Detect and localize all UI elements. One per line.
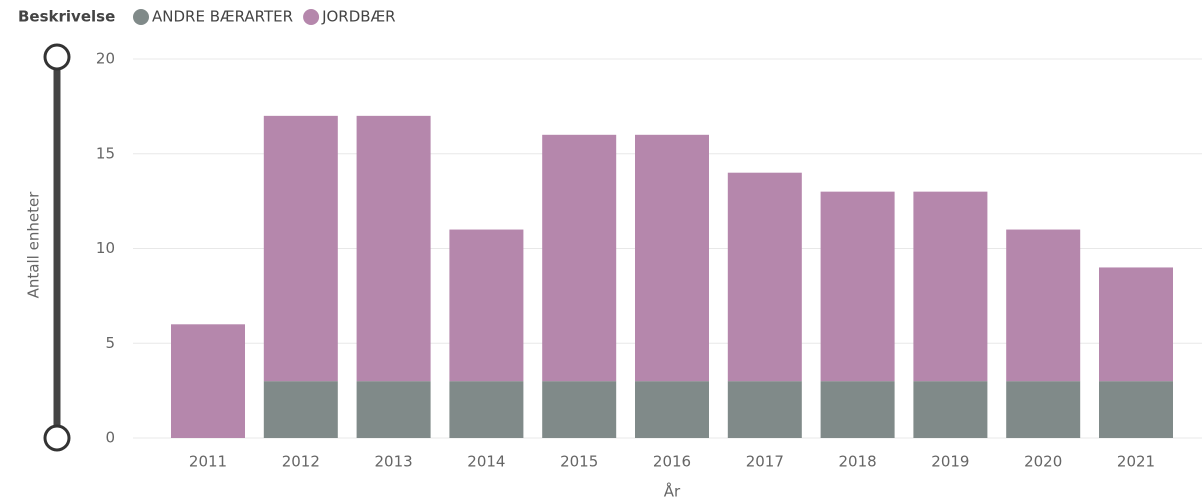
bar-segment [820,381,895,438]
legend-swatch [303,9,320,25]
x-tick-label: 2011 [189,453,227,471]
bar-segment [1099,267,1173,382]
bar-segment [542,134,617,382]
y-tick-label: 15 [96,144,115,162]
x-axis-title: År [664,482,681,501]
bar-segment [449,229,524,382]
bar-segment [913,191,988,382]
bar-segment [356,381,431,438]
bar-segment [542,381,617,438]
x-tick-label: 2020 [1024,453,1062,471]
x-tick-label: 2013 [375,453,413,471]
legend-text: JORDBÆR [321,8,396,26]
y-tick-label: 5 [105,334,115,352]
x-tick-label: 2012 [282,453,320,471]
legend-swatch [133,9,149,25]
bar-segment [820,191,895,382]
bar-segment [449,381,524,438]
bar-segment [1006,229,1081,382]
bar-segment [356,115,431,382]
bar-segment [727,381,802,438]
legend-text: ANDRE BÆRARTER [152,8,293,26]
legend-title: Beskrivelse [18,8,115,26]
y-tick-label: 0 [105,429,115,447]
y-tick-label: 20 [96,50,115,68]
x-tick-label: 2019 [931,453,969,471]
range-slider[interactable] [43,43,71,452]
bar-segment [1006,381,1081,438]
bar-segment [1099,381,1173,438]
bar-segment [171,324,245,438]
x-tick-label: 2015 [560,453,598,471]
x-tick-label: 2018 [839,453,877,471]
x-tick-label: 2016 [653,453,691,471]
slider-handle[interactable] [43,424,71,452]
slider-handle[interactable] [43,43,71,71]
y-tick-label: 10 [96,239,115,257]
bar-segment [727,172,802,382]
bar-segment [635,134,709,382]
x-tick-label: 2021 [1117,453,1155,471]
x-tick-label: 2017 [746,453,784,471]
bar-segment [635,381,709,438]
bar-segment [263,381,338,438]
y-axis-title: Antall enheter [25,191,43,299]
bar-segment [263,115,338,382]
bar-segment [913,381,988,438]
x-tick-label: 2014 [467,453,505,471]
